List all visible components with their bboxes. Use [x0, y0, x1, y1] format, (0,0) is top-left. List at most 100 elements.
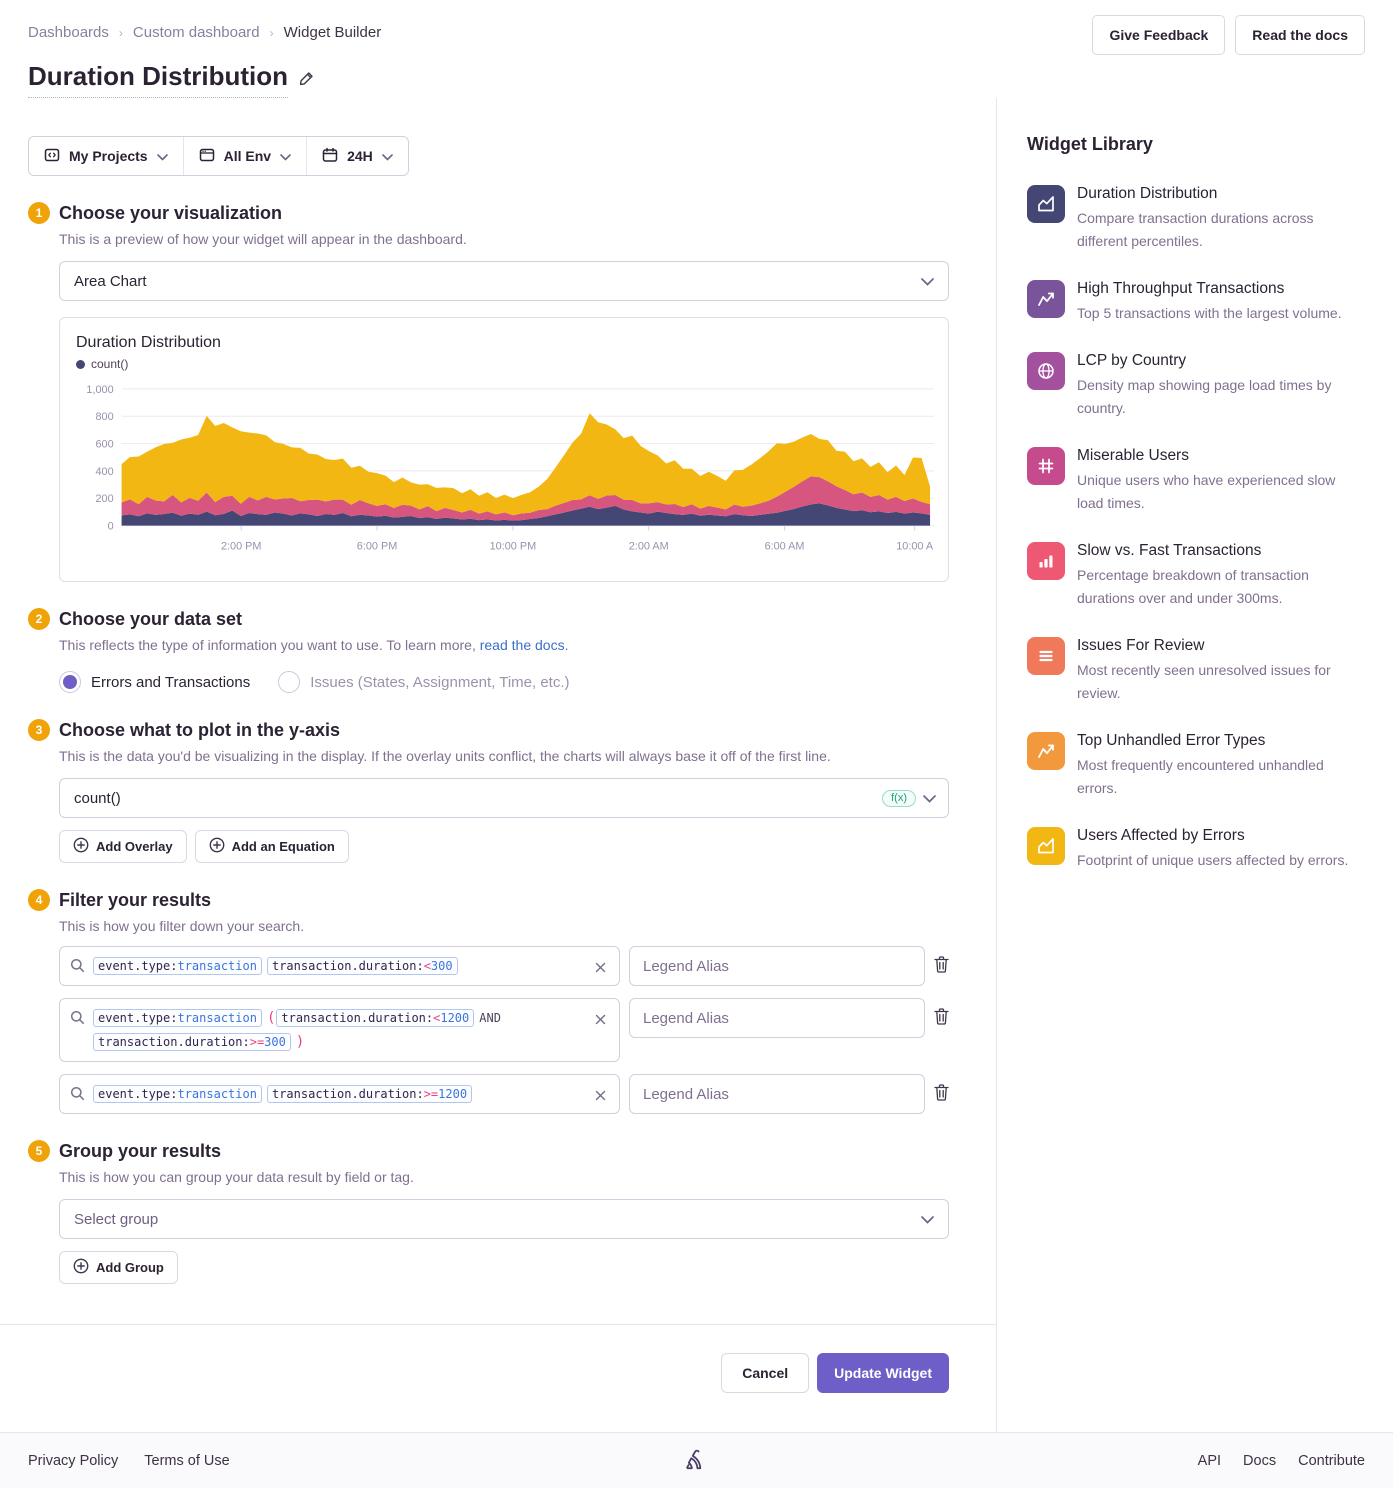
date-range-filter[interactable]: 24H — [306, 137, 408, 175]
bar-chart-icon — [1027, 542, 1065, 580]
stacked-area-chart: 0 200 400 600 800 1,000 2:00 PM 6:00 PM 10:00 PM… — [86, 384, 935, 552]
edit-pencil-icon[interactable] — [298, 70, 315, 92]
give-feedback-button[interactable]: Give Feedback — [1092, 15, 1226, 55]
read-the-docs-link[interactable]: read the docs — [479, 637, 565, 654]
section-title: Choose what to plot in the y-axis — [59, 719, 341, 740]
legend-alias-input[interactable] — [629, 1074, 925, 1115]
search-token[interactable]: transaction.duration:>=300 — [93, 1033, 291, 1052]
filter-query[interactable]: event.type:transaction transaction.durati… — [93, 1082, 584, 1106]
paren: ) — [295, 1034, 305, 1051]
add-equation-button[interactable]: Add an Equation — [194, 830, 349, 864]
widget-name: Miserable Users — [1077, 447, 1189, 464]
widget-library-item[interactable]: LCP by Country Density map showing page l… — [1027, 352, 1365, 420]
filter-query[interactable]: event.type:transaction transaction.durati… — [93, 954, 584, 978]
delete-filter-icon[interactable] — [934, 1008, 949, 1030]
breadcrumb: Dashboards › Custom dashboard › Widget B… — [28, 24, 1365, 41]
widget-library-item[interactable]: Issues For Review Most recently seen unre… — [1027, 637, 1365, 705]
chevron-down-icon — [280, 148, 291, 164]
privacy-policy-link[interactable]: Privacy Policy — [28, 1452, 119, 1469]
clear-search-icon[interactable] — [592, 960, 609, 978]
svg-text:10:00 A: 10:00 A — [896, 540, 934, 552]
widget-library-item[interactable]: Miserable Users Unique users who have exp… — [1027, 447, 1365, 515]
filter-query[interactable]: event.type:transaction(transaction.durat… — [93, 1006, 584, 1054]
chevron-right-icon: › — [118, 25, 123, 40]
contribute-link[interactable]: Contribute — [1298, 1452, 1365, 1469]
svg-text:600: 600 — [95, 439, 113, 451]
project-filter[interactable]: My Projects — [29, 137, 183, 175]
update-widget-button[interactable]: Update Widget — [817, 1353, 949, 1394]
environment-filter-label: All Env — [223, 148, 272, 164]
search-token[interactable]: event.type:transaction — [93, 1085, 262, 1104]
svg-text:6:00 PM: 6:00 PM — [357, 540, 398, 552]
widget-name: LCP by Country — [1077, 352, 1187, 369]
section-subtitle: This is the data you'd be visualizing in… — [59, 748, 831, 765]
widget-library-item[interactable]: Duration Distribution Compare transaction… — [1027, 185, 1365, 253]
filter-search-input[interactable]: event.type:transaction transaction.durati… — [59, 946, 620, 987]
delete-filter-icon[interactable] — [934, 956, 949, 978]
date-range-filter-label: 24H — [347, 148, 373, 164]
widget-description: Footprint of unique users affected by er… — [1077, 852, 1349, 868]
widget-library-item[interactable]: Users Affected by Errors Footprint of uni… — [1027, 827, 1365, 872]
widget-description: Top 5 transactions with the largest volu… — [1077, 305, 1342, 321]
page-title[interactable]: Duration Distribution — [28, 61, 288, 98]
delete-filter-icon[interactable] — [934, 1084, 949, 1106]
radio-errors-transactions[interactable]: Errors and Transactions — [59, 671, 250, 694]
plus-circle-icon — [209, 837, 225, 856]
widget-library-item[interactable]: Slow vs. Fast Transactions Percentage bre… — [1027, 542, 1365, 610]
read-the-docs-button[interactable]: Read the docs — [1235, 15, 1365, 55]
search-token[interactable]: transaction.duration:<300 — [266, 957, 458, 976]
search-token[interactable]: event.type:transaction — [93, 1009, 262, 1028]
legend-alias-input[interactable] — [629, 946, 925, 987]
paren: ( — [266, 1010, 276, 1027]
widget-library-item[interactable]: High Throughput Transactions Top 5 transa… — [1027, 280, 1365, 325]
section-subtitle: This is how you filter down your search. — [59, 918, 305, 935]
breadcrumb-dashboards[interactable]: Dashboards — [28, 24, 109, 41]
sentry-logo-icon[interactable] — [685, 1449, 709, 1475]
widget-library-panel: Widget Library Duration Distribution Comp… — [997, 98, 1393, 1432]
step-number-badge: 2 — [28, 608, 50, 631]
breadcrumb-custom-dashboard[interactable]: Custom dashboard — [132, 24, 260, 41]
svg-text:1,000: 1,000 — [86, 384, 113, 396]
radio-issues[interactable]: Issues (States, Assignment, Time, etc.) — [278, 671, 570, 694]
widget-name: High Throughput Transactions — [1077, 280, 1285, 297]
docs-link[interactable]: Docs — [1243, 1452, 1277, 1469]
visualization-select-value: Area Chart — [74, 272, 147, 290]
chevron-down-icon — [921, 273, 934, 290]
add-group-button[interactable]: Add Group — [59, 1251, 178, 1285]
legend-alias-input[interactable] — [629, 998, 925, 1039]
svg-text:200: 200 — [95, 493, 113, 505]
environment-filter[interactable]: All Env — [182, 137, 306, 175]
project-filter-label: My Projects — [69, 148, 148, 164]
clear-search-icon[interactable] — [592, 1012, 609, 1054]
search-token[interactable]: transaction.duration:<1200 — [276, 1009, 475, 1028]
section-subtitle: This is how you can group your data resu… — [59, 1169, 414, 1186]
filter-search-input[interactable]: event.type:transaction(transaction.durat… — [59, 998, 620, 1063]
filter-rows: event.type:transaction transaction.durati… — [59, 946, 949, 1115]
api-link[interactable]: API — [1197, 1452, 1222, 1469]
breadcrumb-widget-builder: Widget Builder — [283, 24, 382, 41]
section-title: Choose your data set — [59, 608, 243, 629]
widget-description: Density map showing page load times by c… — [1077, 377, 1332, 416]
widget-library-item[interactable]: Top Unhandled Error Types Most frequently… — [1027, 732, 1365, 800]
add-overlay-button[interactable]: Add Overlay — [59, 830, 187, 864]
filter-row: event.type:transaction(transaction.durat… — [59, 998, 949, 1063]
chart-legend[interactable]: count() — [76, 357, 936, 371]
cancel-button[interactable]: Cancel — [721, 1353, 810, 1394]
visualization-select[interactable]: Area Chart — [59, 261, 949, 301]
search-token[interactable]: transaction.duration:>=1200 — [266, 1085, 473, 1104]
legend-dot — [76, 359, 85, 369]
yaxis-function-select[interactable]: count() f(x) — [59, 778, 949, 819]
chevron-down-icon — [923, 790, 936, 807]
plus-circle-icon — [73, 1258, 89, 1277]
widget-description: Most frequently encountered unhandled er… — [1077, 757, 1324, 796]
search-token[interactable]: event.type:transaction — [93, 957, 262, 976]
clear-search-icon[interactable] — [592, 1088, 609, 1106]
section-subtitle: This is a preview of how your widget wil… — [59, 231, 467, 247]
terms-of-use-link[interactable]: Terms of Use — [144, 1452, 230, 1469]
section-dataset: 2 Choose your data set This reflects the… — [28, 608, 949, 694]
line-chart-icon — [1027, 732, 1065, 770]
filter-row: event.type:transaction transaction.durati… — [59, 946, 949, 987]
filter-search-input[interactable]: event.type:transaction transaction.durati… — [59, 1074, 620, 1115]
group-select[interactable]: Select group — [59, 1199, 949, 1240]
